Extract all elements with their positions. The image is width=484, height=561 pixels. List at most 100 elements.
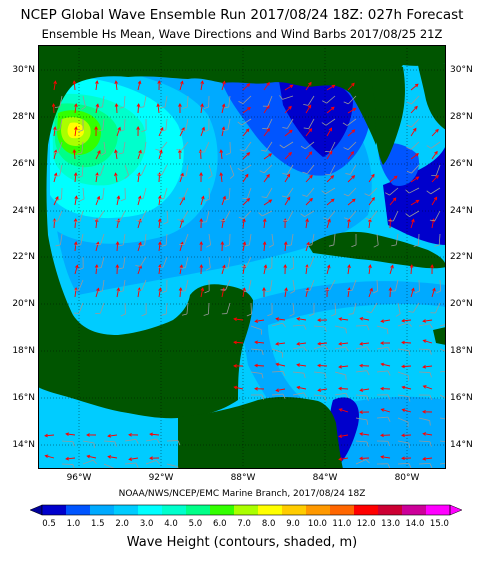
wind-barb-staff [435, 164, 441, 176]
wind-barb-staff [313, 371, 325, 374]
colorbar-swatch [162, 505, 187, 515]
wind-barb-feather [323, 217, 329, 220]
wind-barb-staff [123, 95, 126, 107]
wave-direction-arrow [431, 288, 436, 298]
wave-arrow-head [222, 195, 226, 200]
wind-barb-staff [122, 256, 126, 268]
wave-direction-arrow [368, 174, 375, 183]
wind-barb-feather [225, 152, 231, 156]
wave-arrow-head [199, 218, 204, 222]
wave-arrow-head [262, 218, 267, 223]
wave-direction-arrow [263, 105, 270, 114]
colorbar-tick-label: 7.0 [237, 519, 251, 529]
wave-arrow-head [317, 341, 321, 346]
wave-direction-arrow [158, 196, 161, 206]
wave-direction-arrow [381, 363, 391, 367]
wave-direction-arrow [305, 151, 312, 160]
wave-arrow-head [422, 409, 426, 414]
wind-barb-feather [177, 219, 183, 221]
wind-barb-staff [165, 233, 168, 245]
wind-barb-feather [343, 193, 349, 197]
wave-direction-arrow [53, 127, 56, 137]
lat-label-18n: 18°N [12, 346, 35, 356]
wind-barb-staff [186, 95, 189, 108]
lat-label-right-26n: 26°N [450, 159, 473, 169]
wave-direction-arrow [179, 219, 184, 229]
wave-direction-arrow [347, 288, 350, 298]
wave-direction-arrow [431, 175, 439, 183]
wind-barb-staff [141, 279, 147, 291]
wave-direction-arrow [263, 265, 267, 275]
wave-direction-arrow [305, 128, 312, 137]
wave-arrow-head [128, 433, 132, 437]
wave-direction-arrow [221, 81, 226, 91]
wave-arrow-head [73, 172, 78, 176]
wave-arrow-head [65, 456, 69, 461]
wind-barb-feather [351, 244, 357, 248]
wave-direction-arrow [116, 241, 119, 252]
wind-barb-staff [397, 348, 409, 352]
wind-barb-staff [350, 164, 357, 175]
wave-arrow-head [326, 264, 331, 269]
wave-direction-arrow [220, 173, 223, 183]
wind-barb-feather [205, 267, 211, 271]
colorbar-tick-label: 3.0 [139, 519, 154, 529]
wave-arrow-head [138, 149, 142, 154]
wave-direction-arrow [200, 288, 204, 298]
wave-direction-arrow [179, 81, 183, 91]
wind-barb-feather [328, 244, 334, 247]
wave-arrow-head [283, 241, 288, 246]
wind-barb-feather [343, 147, 349, 151]
wave-direction-arrow [263, 174, 270, 183]
wave-arrow-head [401, 364, 405, 369]
wave-arrow-head [233, 340, 237, 345]
wave-direction-arrow [326, 219, 331, 229]
wave-arrow-head [433, 196, 438, 201]
wave-arrow-head [268, 199, 273, 203]
wind-barb-feather [266, 267, 272, 271]
wave-arrow-head [317, 318, 321, 322]
wave-direction-arrow [389, 265, 394, 275]
wind-barb-feather [223, 106, 229, 109]
wind-barb-feather [343, 101, 349, 105]
wave-direction-arrow [368, 197, 375, 206]
lon-label-80w: 80°W [394, 473, 420, 483]
wave-arrow-head [149, 432, 153, 437]
wave-arrow-head [254, 340, 258, 345]
lat-label-right-30n: 30°N [450, 65, 473, 75]
wave-direction-arrow [276, 342, 286, 345]
lat-label-26n: 26°N [12, 159, 35, 169]
wind-barb-feather [119, 129, 125, 132]
wind-barb-staff [411, 118, 420, 128]
wave-direction-arrow [149, 433, 160, 436]
wind-barb-staff [80, 233, 84, 245]
wave-direction-arrow [200, 127, 205, 137]
colorbar-swatch [306, 505, 331, 515]
wind-barb-staff [292, 302, 295, 314]
wind-barb-feather [309, 313, 315, 317]
wind-barb-staff [59, 164, 63, 176]
wind-barb-feather [387, 463, 391, 469]
wind-barb-feather [138, 106, 144, 109]
wave-direction-arrow [389, 175, 398, 183]
wind-barb-feather [289, 267, 294, 271]
wave-direction-arrow [255, 341, 265, 344]
wave-direction-arrow [305, 242, 310, 252]
wave-direction-arrow [137, 196, 141, 206]
wind-barb-staff [124, 164, 130, 176]
wind-barb-staff [292, 256, 295, 269]
wave-arrow-head [275, 342, 280, 346]
wave-direction-arrow [339, 365, 349, 368]
wave-direction-arrow [423, 339, 433, 344]
wave-direction-arrow [74, 265, 78, 275]
wind-barb-feather [366, 325, 370, 331]
wave-arrow-head [422, 339, 427, 343]
wind-barb-staff [271, 393, 283, 396]
wind-barb-staff [271, 370, 284, 373]
wave-direction-arrow [359, 457, 370, 459]
wind-barb-feather [267, 313, 273, 317]
wave-arrow-head [413, 127, 417, 132]
wind-barb-staff [376, 370, 388, 373]
wave-direction-arrow [339, 434, 349, 437]
wave-arrow-head [434, 150, 438, 155]
